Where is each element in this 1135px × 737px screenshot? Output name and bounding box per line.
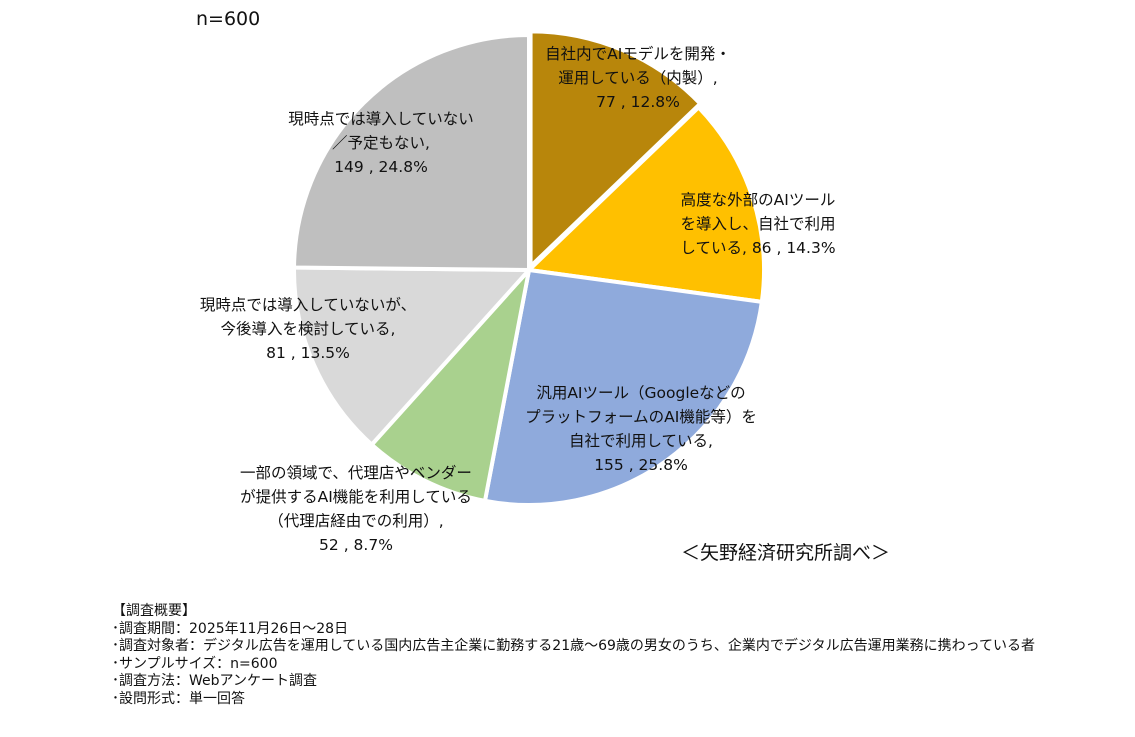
slice-value: 77 , 12.8% [596,93,680,111]
slice-value: している, 86 , 14.3% [680,239,836,257]
slice-label-considering: 現時点では導入していないが、 今後導入を検討している, 81 , 13.5% [200,293,416,365]
slice-label-line: 今後導入を検討している, [220,320,396,338]
slice-value: 155 , 25.8% [594,456,688,474]
slice-value: 81 , 13.5% [266,344,350,362]
slice-label-general-ai: 汎用AIツール（Googleなどの プラットフォームのAI機能等）を 自社で利用… [525,381,757,477]
slice-not-adopted [292,33,531,272]
source-credit: ＜矢野経済研究所調べ＞ [681,542,891,564]
slice-advanced-external [527,105,766,304]
notes-period: ･調査期間：2025年11月26日～28日 [112,620,349,637]
slice-label-inhouse: 自社内でAIモデルを開発・ 運用している（内製）, 77 , 12.8% [545,42,731,114]
notes-sample-size: ･サンプルサイズ：n=600 [112,655,278,672]
slice-label-line: （代理店経由での利用）, [268,512,444,530]
slice-agency [369,268,531,503]
slice-label-line: 運用している（内製）, [558,69,718,87]
sample-size-label: n=600 [196,8,261,30]
slice-label-line: を導入し、自社で利用 [680,215,836,233]
slice-label-line: 高度な外部のAIツール [680,191,836,209]
slice-value: 149 , 24.8% [334,158,428,176]
slice-inhouse [528,29,703,269]
slice-label-line: 自社で利用している, [569,432,713,450]
slice-general-ai [482,268,764,507]
slice-label-not-adopted: 現時点では導入していない ／予定もない, 149 , 24.8% [288,107,474,179]
slice-label-line: 現時点では導入していないが、 [199,296,417,314]
notes-question-format: ･設問形式：単一回答 [112,690,245,707]
slice-label-agency: 一部の領域で、代理店やベンダー が提供するAI機能を利用している （代理店経由で… [240,461,472,557]
slice-label-line: 一部の領域で、代理店やベンダー [240,464,472,482]
notes-heading: 【調査概要】 [112,603,196,619]
slice-label-advanced-external: 高度な外部のAIツール を導入し、自社で利用 している, 86 , 14.3% [680,188,835,260]
slice-label-line: プラットフォームのAI機能等）を [525,408,757,426]
slice-label-line: 自社内でAIモデルを開発・ [545,45,731,63]
notes-method: ･調査方法：Webアンケート調査 [112,673,317,689]
slice-label-line: 汎用AIツール（Googleなどの [536,384,746,402]
slice-value: 52 , 8.7% [319,536,393,554]
pie-chart [292,29,766,507]
slice-considering [292,265,531,447]
slice-label-line: が提供するAI機能を利用している [240,488,472,506]
slice-label-line: ／予定もない, [332,134,430,152]
notes-target: ･調査対象者：デジタル広告を運用している国内広告主企業に勤務する21歳～69歳の… [112,638,1035,654]
slice-label-line: 現時点では導入していない [288,110,474,128]
survey-notes: 【調査概要】 ･調査期間：2025年11月26日～28日 ･調査対象者：デジタル… [112,603,1035,708]
